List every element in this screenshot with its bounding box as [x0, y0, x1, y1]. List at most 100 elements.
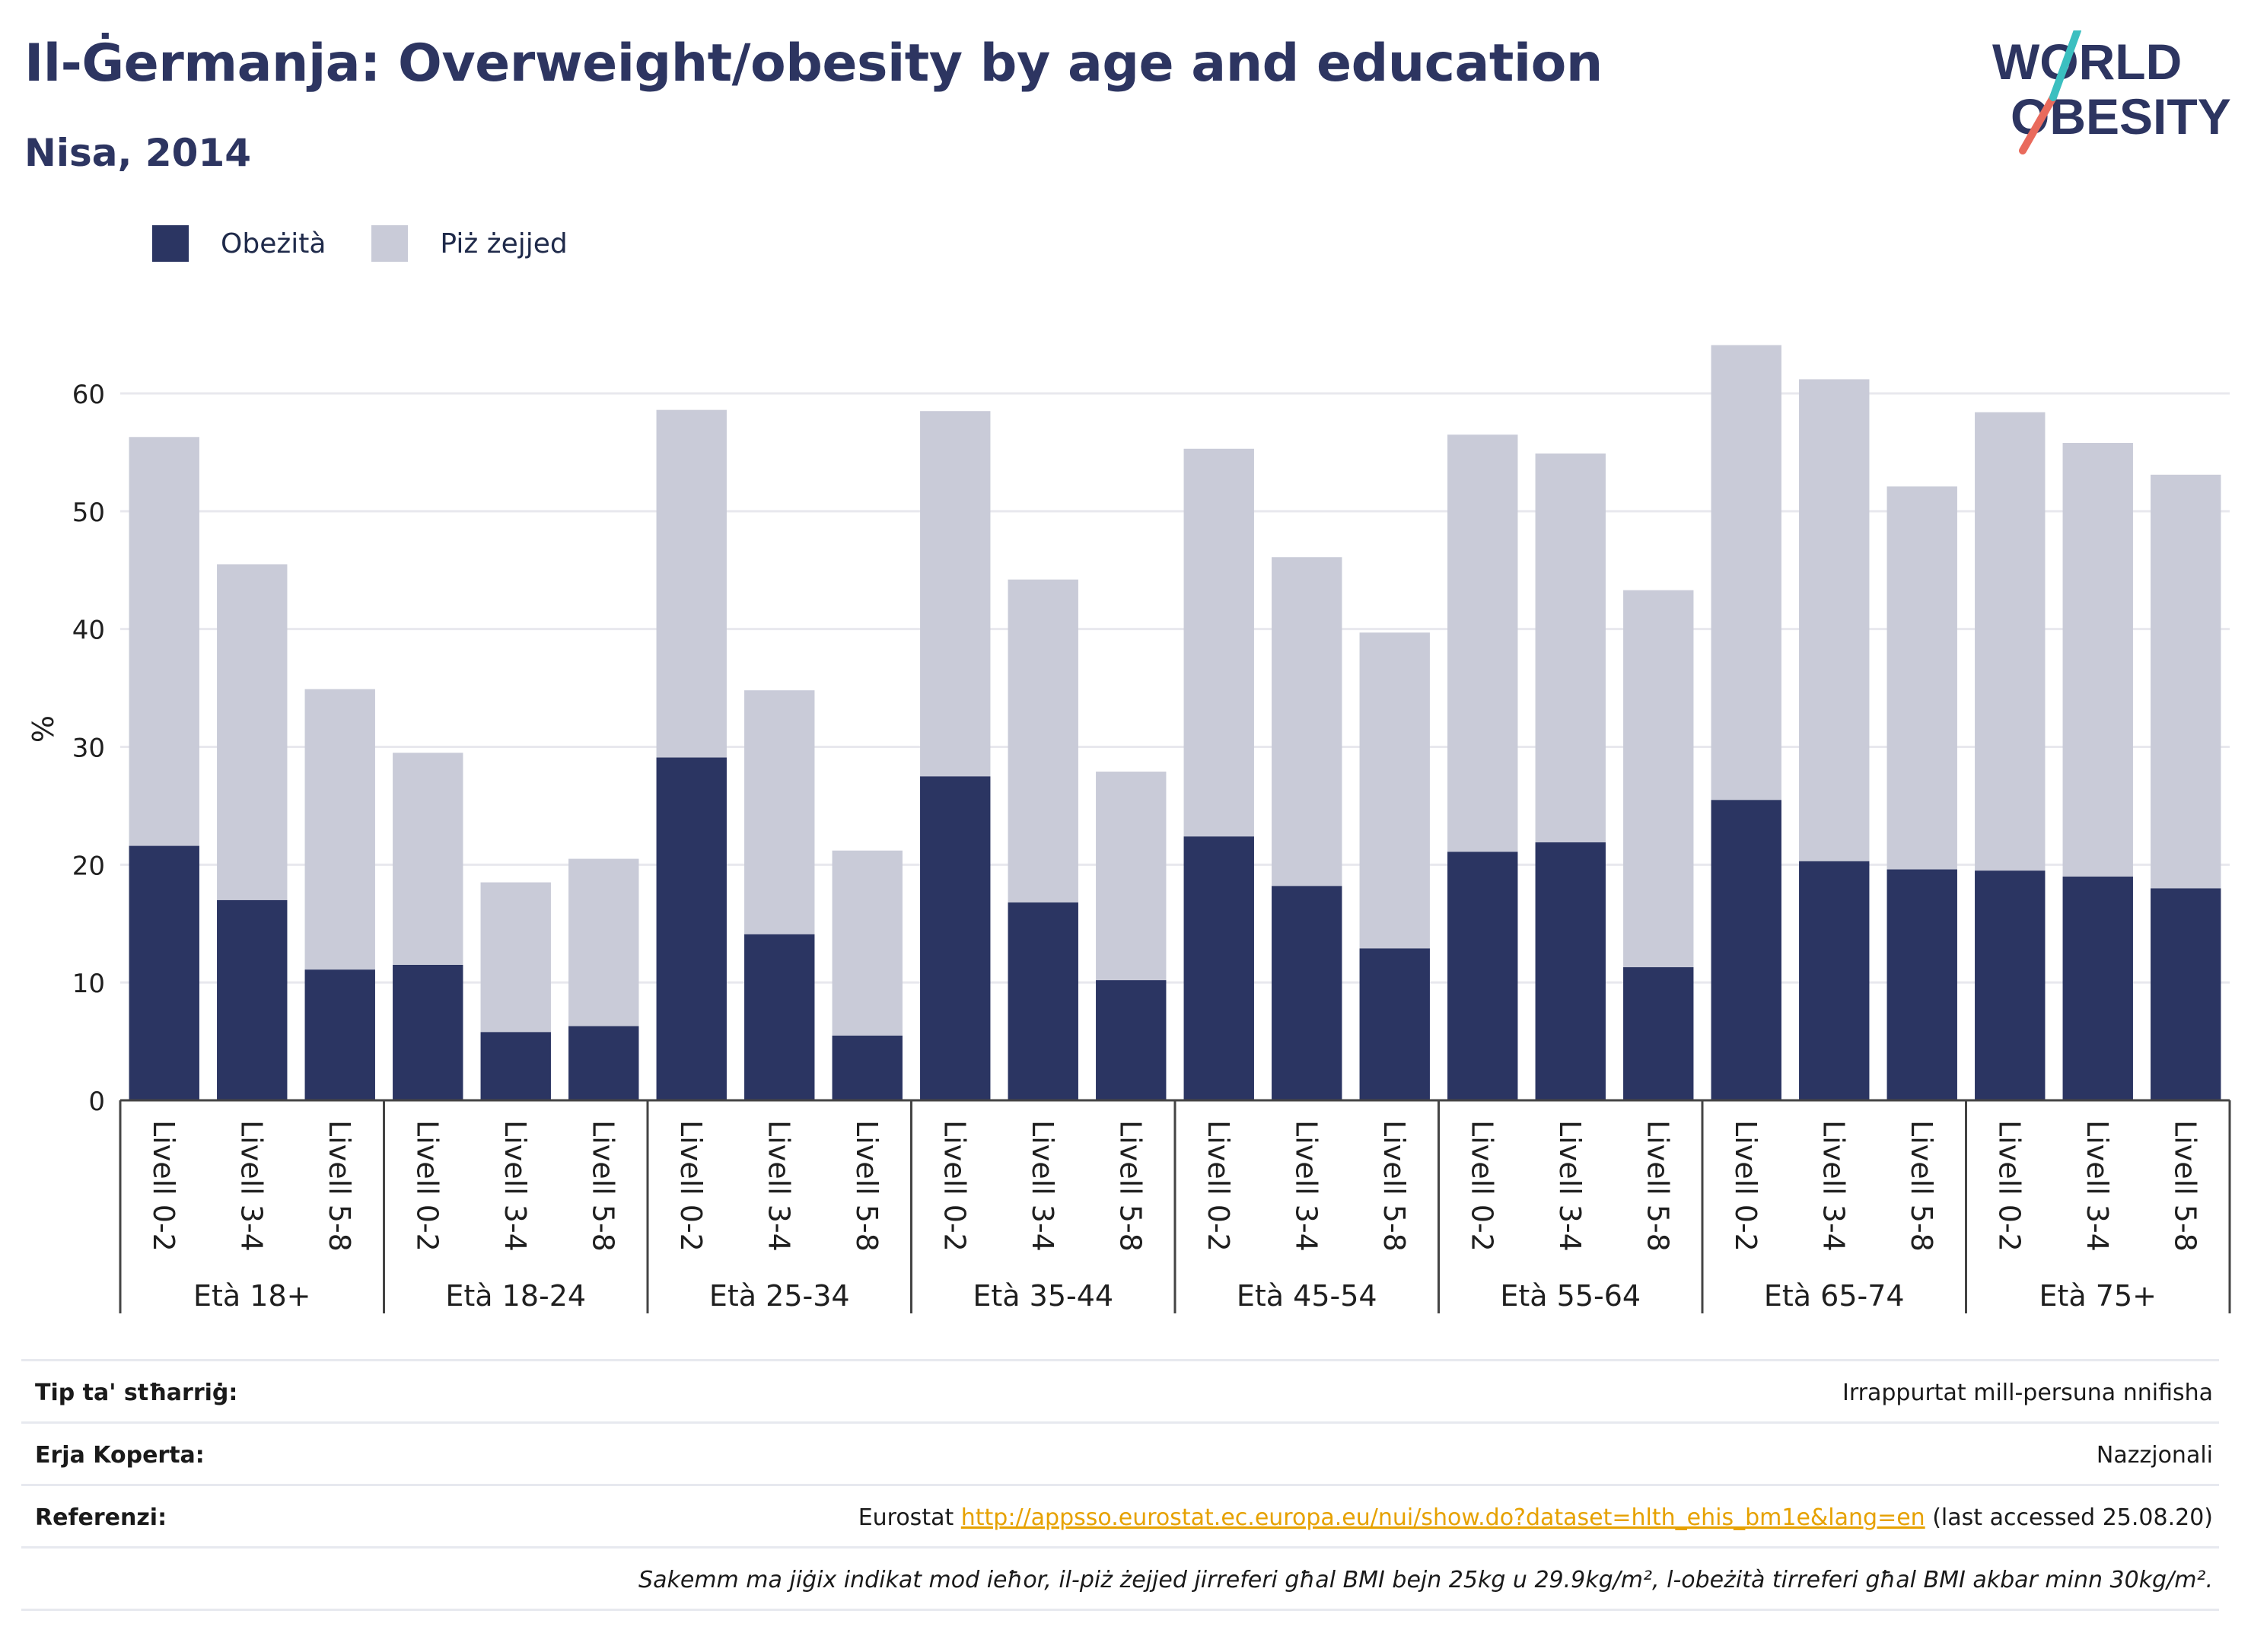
x-tick-label-level: Livell 5-8: [1641, 1120, 1674, 1252]
bar-overweight: [1975, 412, 2045, 871]
x-tick-label-level: Livell 3-4: [762, 1120, 795, 1252]
bar-overweight: [393, 753, 463, 965]
bar-obese: [1975, 871, 2045, 1100]
bar-obese: [305, 969, 375, 1100]
x-tick-label-level: Livell 3-4: [2081, 1120, 2114, 1252]
bar-obese: [1360, 948, 1430, 1100]
y-axis-label: %: [27, 715, 60, 743]
bar-obese: [920, 776, 990, 1100]
bar-obese: [1096, 980, 1166, 1100]
x-tick-label-level: Livell 3-4: [1026, 1120, 1059, 1252]
bar-obese: [1799, 861, 1869, 1100]
x-tick-label-level: Livell 0-2: [410, 1120, 444, 1252]
info-bottom-rule: [21, 1609, 2219, 1611]
bar-overweight: [1096, 772, 1166, 980]
x-tick-label-level: Livell 0-2: [938, 1120, 971, 1252]
info-label-survey-type: Tip ta' stħarriġ:: [35, 1380, 237, 1406]
bar-overweight: [129, 437, 199, 845]
x-tick-label-level: Livell 3-4: [1553, 1120, 1587, 1252]
x-tick-label-level: Livell 3-4: [1289, 1120, 1323, 1252]
reference-link[interactable]: http://appsso.eurostat.ec.europa.eu/nui/…: [961, 1504, 1925, 1531]
bar-obese: [568, 1026, 638, 1100]
bar-obese: [833, 1036, 903, 1100]
info-row-area: Erja Koperta: Nazzjonali: [21, 1421, 2219, 1482]
bar-overweight: [217, 565, 287, 900]
bar-obese: [217, 900, 287, 1100]
x-group-label: Età 45-54: [1237, 1279, 1377, 1313]
info-label-references: Referenzi:: [35, 1504, 167, 1531]
info-row-note: Sakemm ma jiġix indikat mod ieħor, il-pi…: [21, 1546, 2219, 1607]
bar-overweight: [2063, 443, 2133, 877]
y-tick-label: 30: [72, 734, 105, 764]
bar-obese: [1008, 902, 1078, 1100]
bar-overweight: [568, 859, 638, 1027]
info-label-area: Erja Koperta:: [35, 1442, 205, 1469]
bar-overweight: [305, 689, 375, 970]
x-tick-label-level: Livell 3-4: [234, 1120, 268, 1252]
y-tick-label: 40: [72, 616, 105, 646]
bar-obese: [129, 846, 199, 1100]
bar-overweight: [920, 411, 990, 776]
x-group-label: Età 55-64: [1500, 1279, 1641, 1313]
x-tick-label-level: Livell 5-8: [2168, 1120, 2202, 1252]
x-group-label: Età 18+: [193, 1279, 310, 1313]
bar-obese: [1272, 886, 1342, 1100]
x-group-label: Età 75+: [2039, 1279, 2157, 1313]
bar-obese: [481, 1032, 551, 1100]
x-tick-label-level: Livell 3-4: [1816, 1120, 1850, 1252]
bar-obese: [1887, 870, 1957, 1100]
bar-overweight: [833, 851, 903, 1036]
bar-overweight: [1799, 379, 1869, 861]
bar-overweight: [1887, 486, 1957, 869]
bar-obese: [1536, 842, 1606, 1100]
x-group-label: Età 35-44: [973, 1279, 1113, 1313]
y-tick-label: 60: [72, 380, 105, 410]
bar-obese: [1184, 836, 1254, 1100]
info-row-references: Referenzi: Eurostat http://appsso.eurost…: [21, 1484, 2219, 1545]
bar-obese: [2063, 877, 2133, 1100]
bar-overweight: [1623, 590, 1693, 967]
bar-obese: [1447, 851, 1517, 1100]
reference-source: Eurostat: [858, 1504, 961, 1531]
bar-obese: [744, 934, 814, 1100]
x-tick-label-level: Livell 5-8: [586, 1120, 619, 1252]
y-tick-label: 50: [72, 498, 105, 528]
x-tick-label-level: Livell 5-8: [850, 1120, 884, 1252]
x-tick-label-level: Livell 5-8: [1905, 1120, 1938, 1252]
bar-obese: [657, 757, 727, 1100]
bar-overweight: [1536, 454, 1606, 842]
bar-overweight: [1447, 434, 1517, 851]
x-tick-label-level: Livell 0-2: [674, 1120, 708, 1252]
y-tick-label: 10: [72, 969, 105, 999]
x-tick-label-level: Livell 5-8: [1113, 1120, 1147, 1252]
bar-obese: [2151, 888, 2221, 1100]
bar-overweight: [2151, 475, 2221, 888]
bar-overweight: [1008, 580, 1078, 902]
x-tick-label-level: Livell 5-8: [323, 1120, 356, 1252]
bar-overweight: [481, 883, 551, 1033]
x-group-label: Età 18-24: [445, 1279, 586, 1313]
x-group-label: Età 25-34: [709, 1279, 850, 1313]
x-tick-label-level: Livell 0-2: [147, 1120, 180, 1252]
info-row-survey-type: Tip ta' stħarriġ: Irrappurtat mill-persu…: [21, 1359, 2219, 1420]
info-value-area: Nazzjonali: [2097, 1442, 2213, 1469]
x-group-label: Età 65-74: [1764, 1279, 1905, 1313]
info-value-survey-type: Irrappurtat mill-persuna nnifisha: [1842, 1380, 2213, 1406]
bar-overweight: [1711, 345, 1781, 801]
info-value-references: Eurostat http://appsso.eurostat.ec.europ…: [858, 1504, 2213, 1531]
bar-overweight: [1184, 449, 1254, 836]
y-tick-label: 20: [72, 851, 105, 881]
bmi-note: Sakemm ma jiġix indikat mod ieħor, il-pi…: [638, 1567, 2213, 1593]
bar-overweight: [744, 690, 814, 934]
bar-overweight: [657, 410, 727, 758]
x-tick-label-level: Livell 0-2: [1992, 1120, 2026, 1252]
x-tick-label-level: Livell 0-2: [1465, 1120, 1498, 1252]
x-tick-label-level: Livell 0-2: [1729, 1120, 1762, 1252]
bar-overweight: [1272, 557, 1342, 886]
x-tick-label-level: Livell 3-4: [498, 1120, 532, 1252]
reference-accessed: (last accessed 25.08.20): [1925, 1504, 2213, 1531]
y-tick-label: 0: [88, 1087, 105, 1117]
x-tick-label-level: Livell 5-8: [1377, 1120, 1411, 1252]
x-tick-label-level: Livell 0-2: [1202, 1120, 1235, 1252]
bar-obese: [393, 965, 463, 1100]
